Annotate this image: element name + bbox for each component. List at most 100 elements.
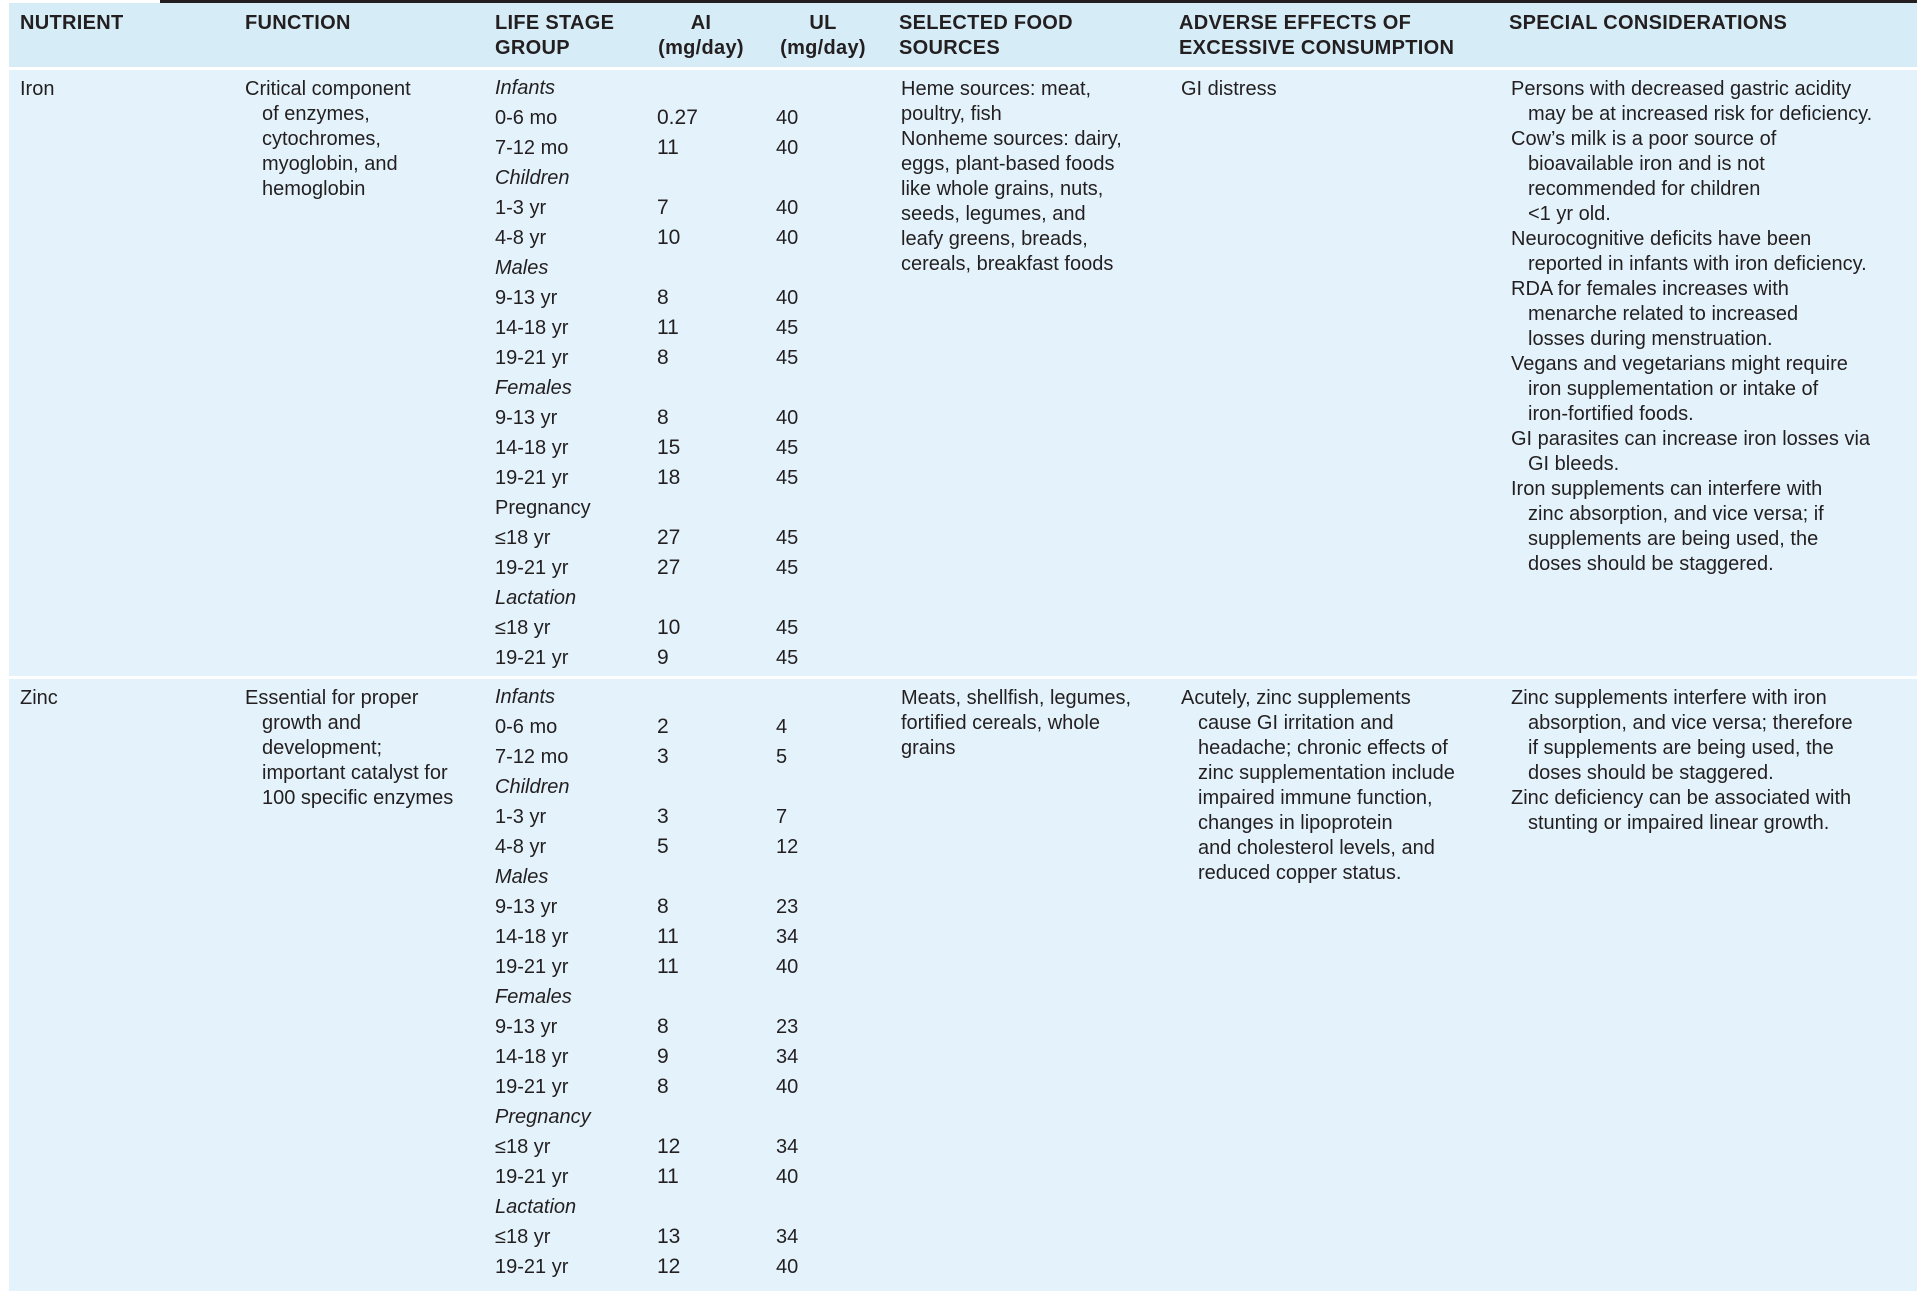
header-food-sources: SELECTED FOOD SOURCES <box>899 12 1073 59</box>
life-stage-label: 7-12 mo <box>495 746 569 768</box>
ul-column: 40 40 40 40 40 45 45 40 45 45 45 45 45 45 <box>776 73 856 673</box>
ai-value: 10 <box>657 616 681 639</box>
ai-value <box>657 163 737 193</box>
food-source-line: leafy greens, breads, <box>901 228 1088 250</box>
function-line: development; <box>262 737 383 759</box>
life-stage-label: 19-21 yr <box>495 347 569 369</box>
ai-value <box>657 1192 737 1222</box>
food-source-line: Meats, shellfish, legumes, <box>901 687 1132 709</box>
food-source-line: eggs, plant-based foods <box>901 153 1115 175</box>
ul-value: 45 <box>776 347 799 369</box>
ai-value: 27 <box>657 556 681 579</box>
ul-value: 45 <box>776 527 799 549</box>
life-stage-label: 4-8 yr <box>495 836 547 858</box>
ul-value <box>776 862 856 892</box>
ul-value <box>776 163 856 193</box>
life-stage-group-label: Males <box>495 866 549 888</box>
special-consideration-line: absorption, and vice versa; therefore <box>1528 712 1853 734</box>
special-consideration-line: Neurocognitive deficits have been <box>1511 228 1812 250</box>
ai-value: 13 <box>657 1225 681 1248</box>
life-stage-group-label: Males <box>495 257 549 279</box>
ul-value: 40 <box>776 1076 799 1098</box>
function-line: important catalyst for <box>262 762 448 784</box>
special-consideration-line: if supplements are being used, the <box>1528 737 1834 759</box>
special-considerations: Persons with decreased gastric acidity ma… <box>1511 77 1916 577</box>
ul-value: 40 <box>776 407 799 429</box>
life-stage-label: 19-21 yr <box>495 1256 569 1278</box>
life-stage-label: 14-18 yr <box>495 317 569 339</box>
ai-value: 18 <box>657 466 681 489</box>
ai-value <box>657 772 737 802</box>
ul-value: 40 <box>776 956 799 978</box>
life-stage-label: 4-8 yr <box>495 227 547 249</box>
ai-value: 11 <box>657 316 679 339</box>
ai-value: 9 <box>657 646 669 669</box>
ul-value <box>776 73 856 103</box>
function-line: Critical component <box>245 78 411 100</box>
ul-value <box>776 1102 856 1132</box>
life-stage-label: ≤18 yr <box>495 1136 551 1158</box>
ul-value: 34 <box>776 926 799 948</box>
ul-value: 34 <box>776 1136 799 1158</box>
function-line: 100 specific enzymes <box>262 787 454 809</box>
header-ai: AI (mg/day) <box>658 12 744 59</box>
ai-column: 2 3 3 5 8 11 11 8 9 8 12 11 13 12 <box>657 682 737 1282</box>
top-rule <box>160 0 1917 3</box>
special-consideration-line: iron supplementation or intake of <box>1528 378 1819 400</box>
ai-value <box>657 862 737 892</box>
special-consideration-line: stunting or impaired linear growth. <box>1528 812 1830 834</box>
life-stage-label: 9-13 yr <box>495 407 558 429</box>
ul-value: 45 <box>776 617 799 639</box>
ul-value: 23 <box>776 1016 799 1038</box>
special-consideration-line: Zinc deficiency can be associated with <box>1511 787 1852 809</box>
function-line: growth and <box>262 712 361 734</box>
food-sources: Heme sources: meat, poultry, fish Nonheme … <box>901 77 1171 277</box>
food-source-line: Heme sources: meat, <box>901 78 1092 100</box>
special-consideration-line: supplements are being used, the <box>1528 528 1819 550</box>
ul-value <box>776 583 856 613</box>
ul-value <box>776 253 856 283</box>
life-stage-group-label: Pregnancy <box>495 1106 591 1128</box>
function-line: Essential for proper <box>245 687 419 709</box>
special-consideration-line: doses should be staggered. <box>1528 553 1774 575</box>
adverse-effect-line: zinc supplementation include <box>1198 762 1455 784</box>
ul-value: 5 <box>776 746 788 768</box>
adverse-effects: Acutely, zinc supplements cause GI irrita… <box>1181 686 1501 886</box>
ul-value: 34 <box>776 1226 799 1248</box>
special-consideration-line: iron-fortified foods. <box>1528 403 1694 425</box>
food-source-line: poultry, fish <box>901 103 1002 125</box>
life-stage-label: 9-13 yr <box>495 287 558 309</box>
ai-value: 27 <box>657 526 681 549</box>
function-text: Critical component of enzymes, cytochromes… <box>245 77 485 202</box>
special-consideration-line: doses should be staggered. <box>1528 762 1774 784</box>
adverse-effect-line: cause GI irritation and <box>1198 712 1394 734</box>
special-consideration-line: GI parasites can increase iron losses vi… <box>1511 428 1871 450</box>
ul-value: 40 <box>776 107 799 129</box>
life-stage-label: 9-13 yr <box>495 896 558 918</box>
special-consideration-line: Vegans and vegetarians might require <box>1511 353 1848 375</box>
life-stage-group-label: Females <box>495 377 572 399</box>
life-stage-label: 19-21 yr <box>495 647 569 669</box>
ai-value: 10 <box>657 226 681 249</box>
header-nutrient: NUTRIENT <box>20 12 124 34</box>
special-consideration-line: GI bleeds. <box>1528 453 1620 475</box>
ai-value: 3 <box>657 805 669 828</box>
ul-value: 45 <box>776 647 799 669</box>
adverse-effect-line: impaired immune function, <box>1198 787 1433 809</box>
ai-value: 12 <box>657 1255 681 1278</box>
special-consideration-line: RDA for females increases with <box>1511 278 1789 300</box>
ul-value <box>776 493 856 523</box>
ul-column: 4 5 7 12 23 34 40 23 34 40 34 40 34 40 <box>776 682 856 1282</box>
ai-value: 8 <box>657 1075 669 1098</box>
ai-value: 9 <box>657 1045 669 1068</box>
special-considerations: Zinc supplements interfere with iron abso… <box>1511 686 1916 836</box>
nutrient-row-zinc: Zinc Essential for proper growth and develo… <box>9 679 1917 1291</box>
ai-column: 0.27 11 7 10 8 11 8 8 15 18 27 27 10 9 <box>657 73 737 673</box>
ai-value: 8 <box>657 406 669 429</box>
special-consideration-line: losses during menstruation. <box>1528 328 1773 350</box>
adverse-effect-line: GI distress <box>1181 78 1277 100</box>
nutrient-name: Zinc <box>20 687 58 709</box>
special-consideration-line: bioavailable iron and is not <box>1528 153 1765 175</box>
ul-value <box>776 373 856 403</box>
ai-value: 3 <box>657 745 669 768</box>
